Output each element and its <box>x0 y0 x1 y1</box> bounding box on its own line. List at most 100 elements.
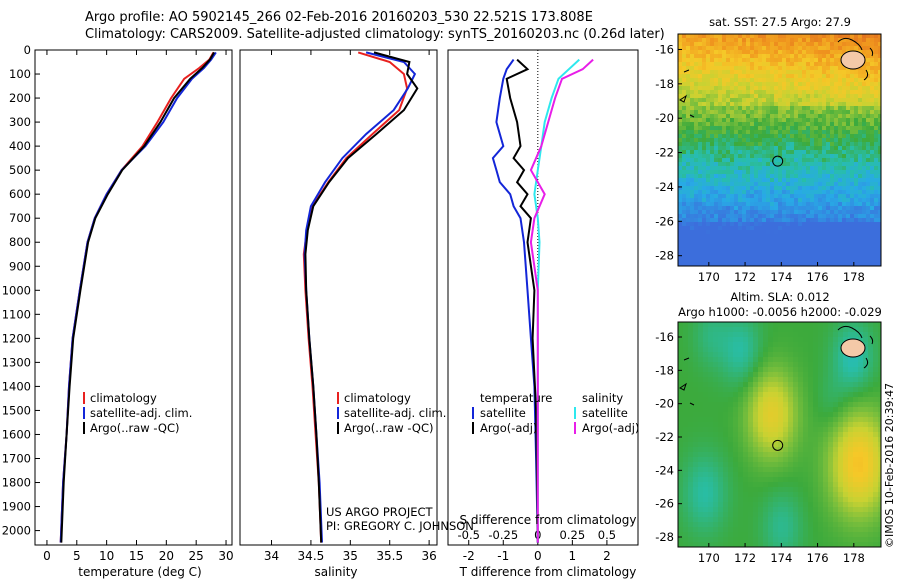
sst-cell <box>714 194 718 198</box>
sla-cell <box>738 457 743 462</box>
sla-cell <box>818 352 823 357</box>
sla-cell <box>803 322 808 327</box>
sst-cell <box>698 254 702 258</box>
sst-cell <box>678 222 682 226</box>
sla-cell <box>808 402 813 407</box>
sst-cell <box>830 150 834 154</box>
sst-cell <box>830 114 834 118</box>
sla-cell <box>733 522 738 527</box>
sst-cell <box>766 226 770 230</box>
sla-cell <box>698 397 703 402</box>
sla-cell <box>778 342 783 347</box>
sst-cell <box>682 46 686 50</box>
sla-cell <box>743 467 748 472</box>
sla-cell <box>693 342 698 347</box>
map-x-tick-label: 170 <box>698 551 720 565</box>
sla-cell <box>723 417 728 422</box>
sst-cell <box>862 138 866 142</box>
sst-cell <box>826 42 830 46</box>
sst-cell <box>718 178 722 182</box>
sst-cell <box>686 242 690 246</box>
temperature-legend-sat: satellite-adj. clim. <box>90 406 192 420</box>
sla-cell <box>683 437 688 442</box>
sst-cell <box>798 150 802 154</box>
sla-cell <box>748 477 753 482</box>
sst-cell <box>722 182 726 186</box>
sla-cell <box>713 362 718 367</box>
sst-cell <box>854 122 858 126</box>
sst-cell <box>818 258 822 262</box>
sst-cell <box>798 190 802 194</box>
sst-cell <box>846 86 850 90</box>
sla-cell <box>853 472 858 477</box>
sst-cell <box>742 154 746 158</box>
sst-cell <box>870 118 874 122</box>
sla-cell <box>698 487 703 492</box>
sst-cell <box>782 254 786 258</box>
sst-cell <box>814 142 818 146</box>
sla-cell <box>858 322 863 327</box>
sla-cell <box>878 532 881 537</box>
sst-cell <box>866 90 870 94</box>
sla-cell <box>753 342 758 347</box>
sst-cell <box>782 178 786 182</box>
sst-cell <box>678 194 682 198</box>
sla-cell <box>858 417 863 422</box>
sst-cell <box>818 82 822 86</box>
sla-cell <box>753 537 758 542</box>
sst-cell <box>678 74 682 78</box>
sst-cell <box>734 150 738 154</box>
sla-cell <box>878 377 881 382</box>
sla-cell <box>763 462 768 467</box>
y-tick-label: 0 <box>24 43 31 57</box>
sst-cell <box>686 58 690 62</box>
sst-cell <box>870 70 874 74</box>
sla-cell <box>818 377 823 382</box>
sla-cell <box>773 467 778 472</box>
sla-cell <box>813 412 818 417</box>
sla-cell <box>693 477 698 482</box>
sst-cell <box>734 98 738 102</box>
sla-cell <box>823 522 828 527</box>
sst-cell <box>738 226 742 230</box>
sst-cell <box>842 258 846 262</box>
sst-cell <box>806 126 810 130</box>
sst-cell <box>802 146 806 150</box>
sla-cell <box>813 482 818 487</box>
sla-cell <box>803 327 808 332</box>
sla-cell <box>868 387 873 392</box>
sla-cell <box>733 452 738 457</box>
sst-cell <box>782 174 786 178</box>
sla-cell <box>828 422 833 427</box>
sla-cell <box>698 477 703 482</box>
sla-cell <box>733 322 738 327</box>
sst-cell <box>842 126 846 130</box>
sst-cell <box>730 170 734 174</box>
sst-cell <box>690 70 694 74</box>
sst-cell <box>718 118 722 122</box>
sla-cell <box>838 327 843 332</box>
sla-cell <box>708 482 713 487</box>
sla-cell <box>858 502 863 507</box>
sst-cell <box>830 82 834 86</box>
sst-cell <box>686 102 690 106</box>
sla-cell <box>843 482 848 487</box>
sla-cell <box>788 532 793 537</box>
sla-cell <box>703 417 708 422</box>
sst-cell <box>710 194 714 198</box>
sst-cell <box>686 74 690 78</box>
sst-cell <box>878 182 881 186</box>
sst-cell <box>874 262 878 266</box>
sla-cell <box>728 442 733 447</box>
sst-cell <box>702 250 706 254</box>
sst-cell <box>874 134 878 138</box>
sla-cell <box>788 372 793 377</box>
sst-cell <box>722 234 726 238</box>
sst-cell <box>854 170 858 174</box>
sst-cell <box>726 258 730 262</box>
sst-cell <box>718 58 722 62</box>
sst-cell <box>814 246 818 250</box>
sla-cell <box>818 412 823 417</box>
sst-cell <box>678 262 682 266</box>
sst-cell <box>710 102 714 106</box>
